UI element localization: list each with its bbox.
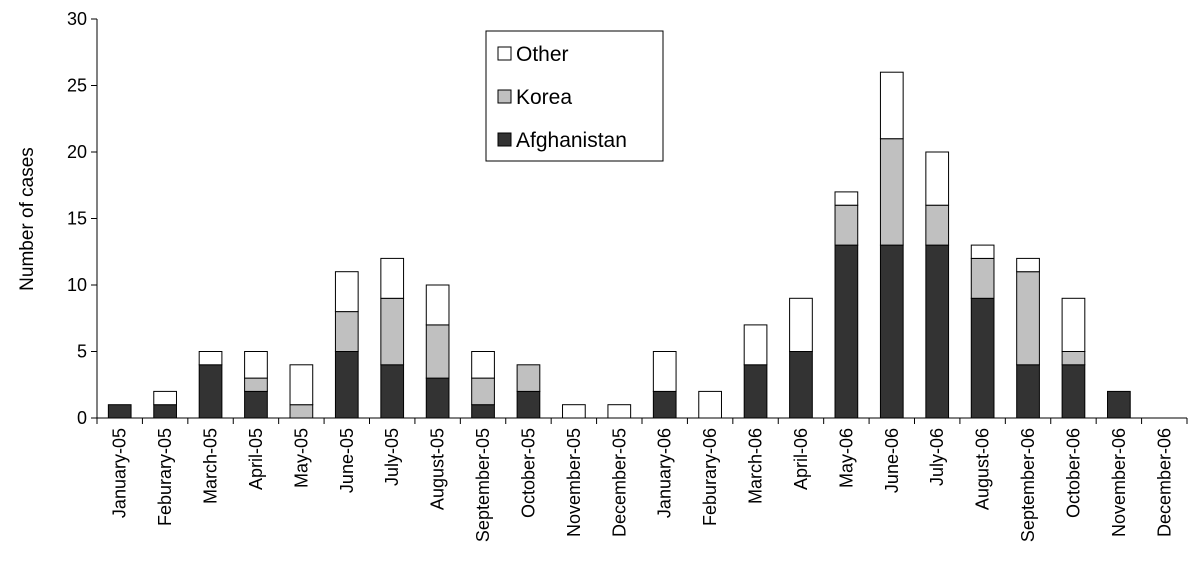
bar-segment-afghanistan [1061, 364, 1086, 419]
x-tick-label: September-06 [1018, 428, 1038, 542]
legend-swatch-other [497, 46, 512, 61]
bar-segment-korea [380, 297, 405, 366]
bar-segment-other [652, 351, 677, 392]
x-tick-label: June-06 [882, 428, 902, 493]
bar-segment-korea [289, 404, 314, 419]
y-tick-label: 15 [67, 209, 87, 229]
x-tick-label: September-05 [473, 428, 493, 542]
legend-label-other: Other [516, 43, 569, 66]
bar-segment-afghanistan [925, 244, 950, 419]
bar-segment-other [1016, 257, 1040, 273]
x-tick-label: April-05 [246, 428, 266, 490]
bar-segment-afghanistan [970, 297, 995, 419]
bar-segment-afghanistan [471, 404, 495, 419]
y-tick-label: 0 [77, 408, 87, 428]
x-tick-label: November-06 [1109, 428, 1129, 537]
bar-segment-other [471, 351, 495, 379]
bar-segment-other [834, 191, 859, 206]
bar-segment-afghanistan [380, 364, 405, 419]
bar-segment-afghanistan [743, 364, 768, 419]
y-tick-label: 30 [67, 9, 87, 29]
x-tick-layer: January-05 Feburary-05 March-05 April-05 May… [96, 418, 1188, 542]
bar-segment-afghanistan [652, 390, 677, 419]
bar-segment-other [334, 271, 359, 313]
bar-segment-afghanistan [516, 390, 541, 419]
bar-segment-afghanistan [1016, 364, 1040, 419]
bar-segment-afghanistan [334, 351, 359, 419]
x-tick-label: March-05 [201, 428, 221, 504]
bar-segment-korea [471, 377, 495, 406]
x-tick-label: October-05 [518, 428, 538, 518]
bar-segment-korea [879, 138, 904, 246]
bar-segment-other [789, 297, 813, 352]
x-tick-label: June-05 [337, 428, 357, 493]
bar-segment-other [425, 284, 450, 326]
bar-segment-other [244, 351, 268, 379]
bar-segment-afghanistan [879, 244, 904, 419]
legend-label-afghanistan: Afghanistan [516, 129, 627, 152]
x-tick-label: Feburary-06 [700, 428, 720, 526]
x-tick-label: April-06 [791, 428, 811, 490]
x-tick-label: July-05 [382, 428, 402, 486]
x-tick-label: July-06 [927, 428, 947, 486]
x-tick-label: May-06 [836, 428, 856, 488]
legend-swatch-korea [497, 89, 512, 104]
x-tick-label: December-06 [1154, 428, 1174, 537]
x-tick-label: March-06 [746, 428, 766, 504]
x-tick-label: August-05 [428, 428, 448, 510]
bar-segment-korea [970, 257, 995, 299]
bar-segment-afghanistan [107, 404, 132, 419]
legend: Other Korea Afghanistan [485, 30, 664, 162]
y-tick-label: 20 [67, 142, 87, 162]
x-tick-label: August-06 [973, 428, 993, 510]
bar-segment-korea [244, 377, 268, 392]
bar-segment-afghanistan [425, 377, 450, 419]
bar-segment-other [743, 324, 768, 366]
legend-box [485, 30, 664, 162]
x-tick-label: December-05 [609, 428, 629, 537]
legend-swatch-afghanistan [497, 132, 512, 147]
bar-segment-korea [1016, 271, 1040, 366]
y-tick-layer: 0 5 10 15 20 25 30 [67, 9, 97, 428]
bar-segment-other [153, 390, 177, 406]
y-tick-label: 10 [67, 275, 87, 295]
bar-segment-other [198, 351, 223, 366]
bar-segment-other [970, 244, 995, 259]
y-tick-label: 5 [77, 342, 87, 362]
bar-segment-other [698, 390, 722, 419]
bar-segment-korea [425, 324, 450, 379]
y-tick-label: 25 [67, 76, 87, 96]
x-tick-label: January-06 [655, 428, 675, 518]
bar-segment-korea [516, 364, 541, 392]
bar-segment-afghanistan [153, 404, 177, 419]
bar-segment-afghanistan [834, 244, 859, 419]
x-tick-label: January-05 [110, 428, 130, 518]
x-tick-label: Feburary-05 [155, 428, 175, 526]
bar-segment-other [562, 404, 586, 419]
bar-segment-korea [834, 204, 859, 246]
bar-segment-korea [1061, 351, 1086, 366]
bar-segment-other [607, 404, 632, 419]
bar-segment-korea [334, 311, 359, 353]
bar-segment-afghanistan [198, 364, 223, 419]
x-tick-label: November-05 [564, 428, 584, 537]
bar-segment-other [380, 257, 405, 299]
bar-segment-other [289, 364, 314, 406]
x-tick-label: May-05 [291, 428, 311, 488]
bar-segment-korea [925, 204, 950, 246]
bar-segment-other [879, 71, 904, 140]
bar-segment-afghanistan [789, 351, 813, 419]
bar-segment-other [1061, 297, 1086, 352]
legend-label-korea: Korea [516, 86, 572, 109]
y-axis-title: Number of cases [17, 147, 38, 291]
bar-segment-other [925, 151, 950, 206]
bar-segment-afghanistan [1107, 390, 1131, 419]
bar-segment-afghanistan [244, 390, 268, 419]
x-tick-label: October-06 [1063, 428, 1083, 518]
bar-layer [107, 71, 1131, 419]
